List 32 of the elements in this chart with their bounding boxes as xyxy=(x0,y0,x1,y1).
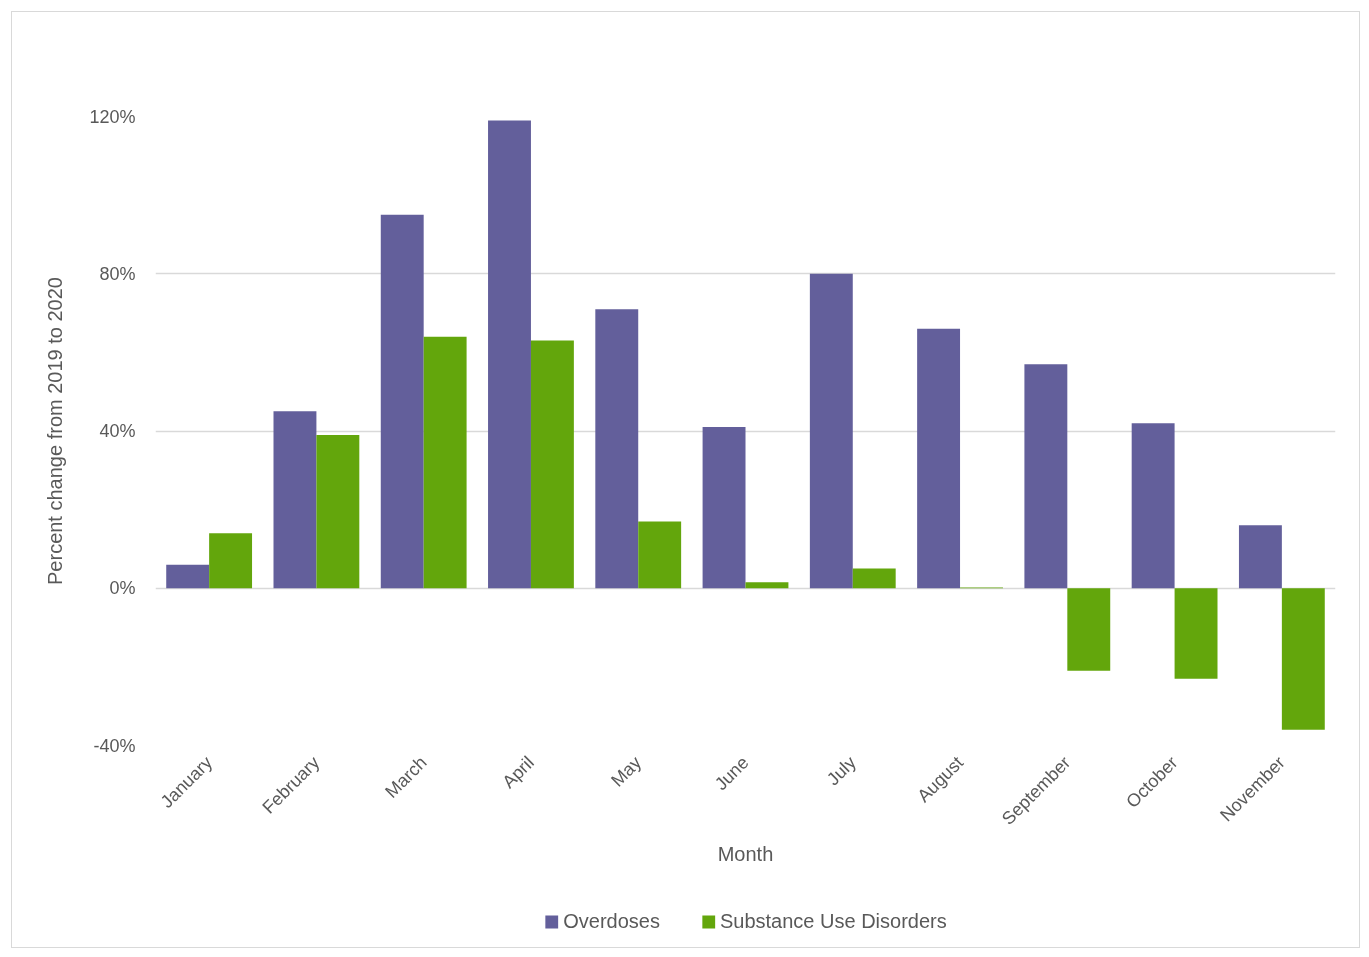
bar xyxy=(209,533,253,589)
bar xyxy=(273,411,317,589)
y-tick-label: 80% xyxy=(99,263,136,284)
bar xyxy=(638,521,682,589)
x-axis-title: Month xyxy=(717,842,774,865)
y-tick-label: -40% xyxy=(93,735,136,756)
bar xyxy=(488,120,531,589)
bar xyxy=(166,564,210,589)
bar xyxy=(316,434,360,589)
y-axis-title: Percent change from 2019 to 2020 xyxy=(44,276,67,585)
bar xyxy=(423,336,467,589)
y-tick-label: 0% xyxy=(109,578,136,599)
y-tick-label: 40% xyxy=(99,421,136,441)
bar xyxy=(1067,588,1111,671)
y-tick-label: 120% xyxy=(89,106,136,127)
bar xyxy=(1238,525,1282,589)
x-tick-label: July xyxy=(823,752,860,790)
x-tick-label: May xyxy=(607,752,646,791)
bar xyxy=(852,568,896,589)
bar xyxy=(702,427,746,589)
legend-label: Overdoses xyxy=(563,909,660,933)
bar xyxy=(1174,588,1218,679)
bar xyxy=(1024,364,1068,589)
bar xyxy=(1281,588,1325,730)
bar xyxy=(380,214,424,589)
bar xyxy=(1131,423,1175,589)
bar xyxy=(917,328,961,589)
bar xyxy=(809,273,853,589)
legend-label: Substance Use Disorders xyxy=(719,909,947,933)
bar xyxy=(595,309,639,589)
bar xyxy=(530,340,574,589)
bar xyxy=(745,582,789,589)
